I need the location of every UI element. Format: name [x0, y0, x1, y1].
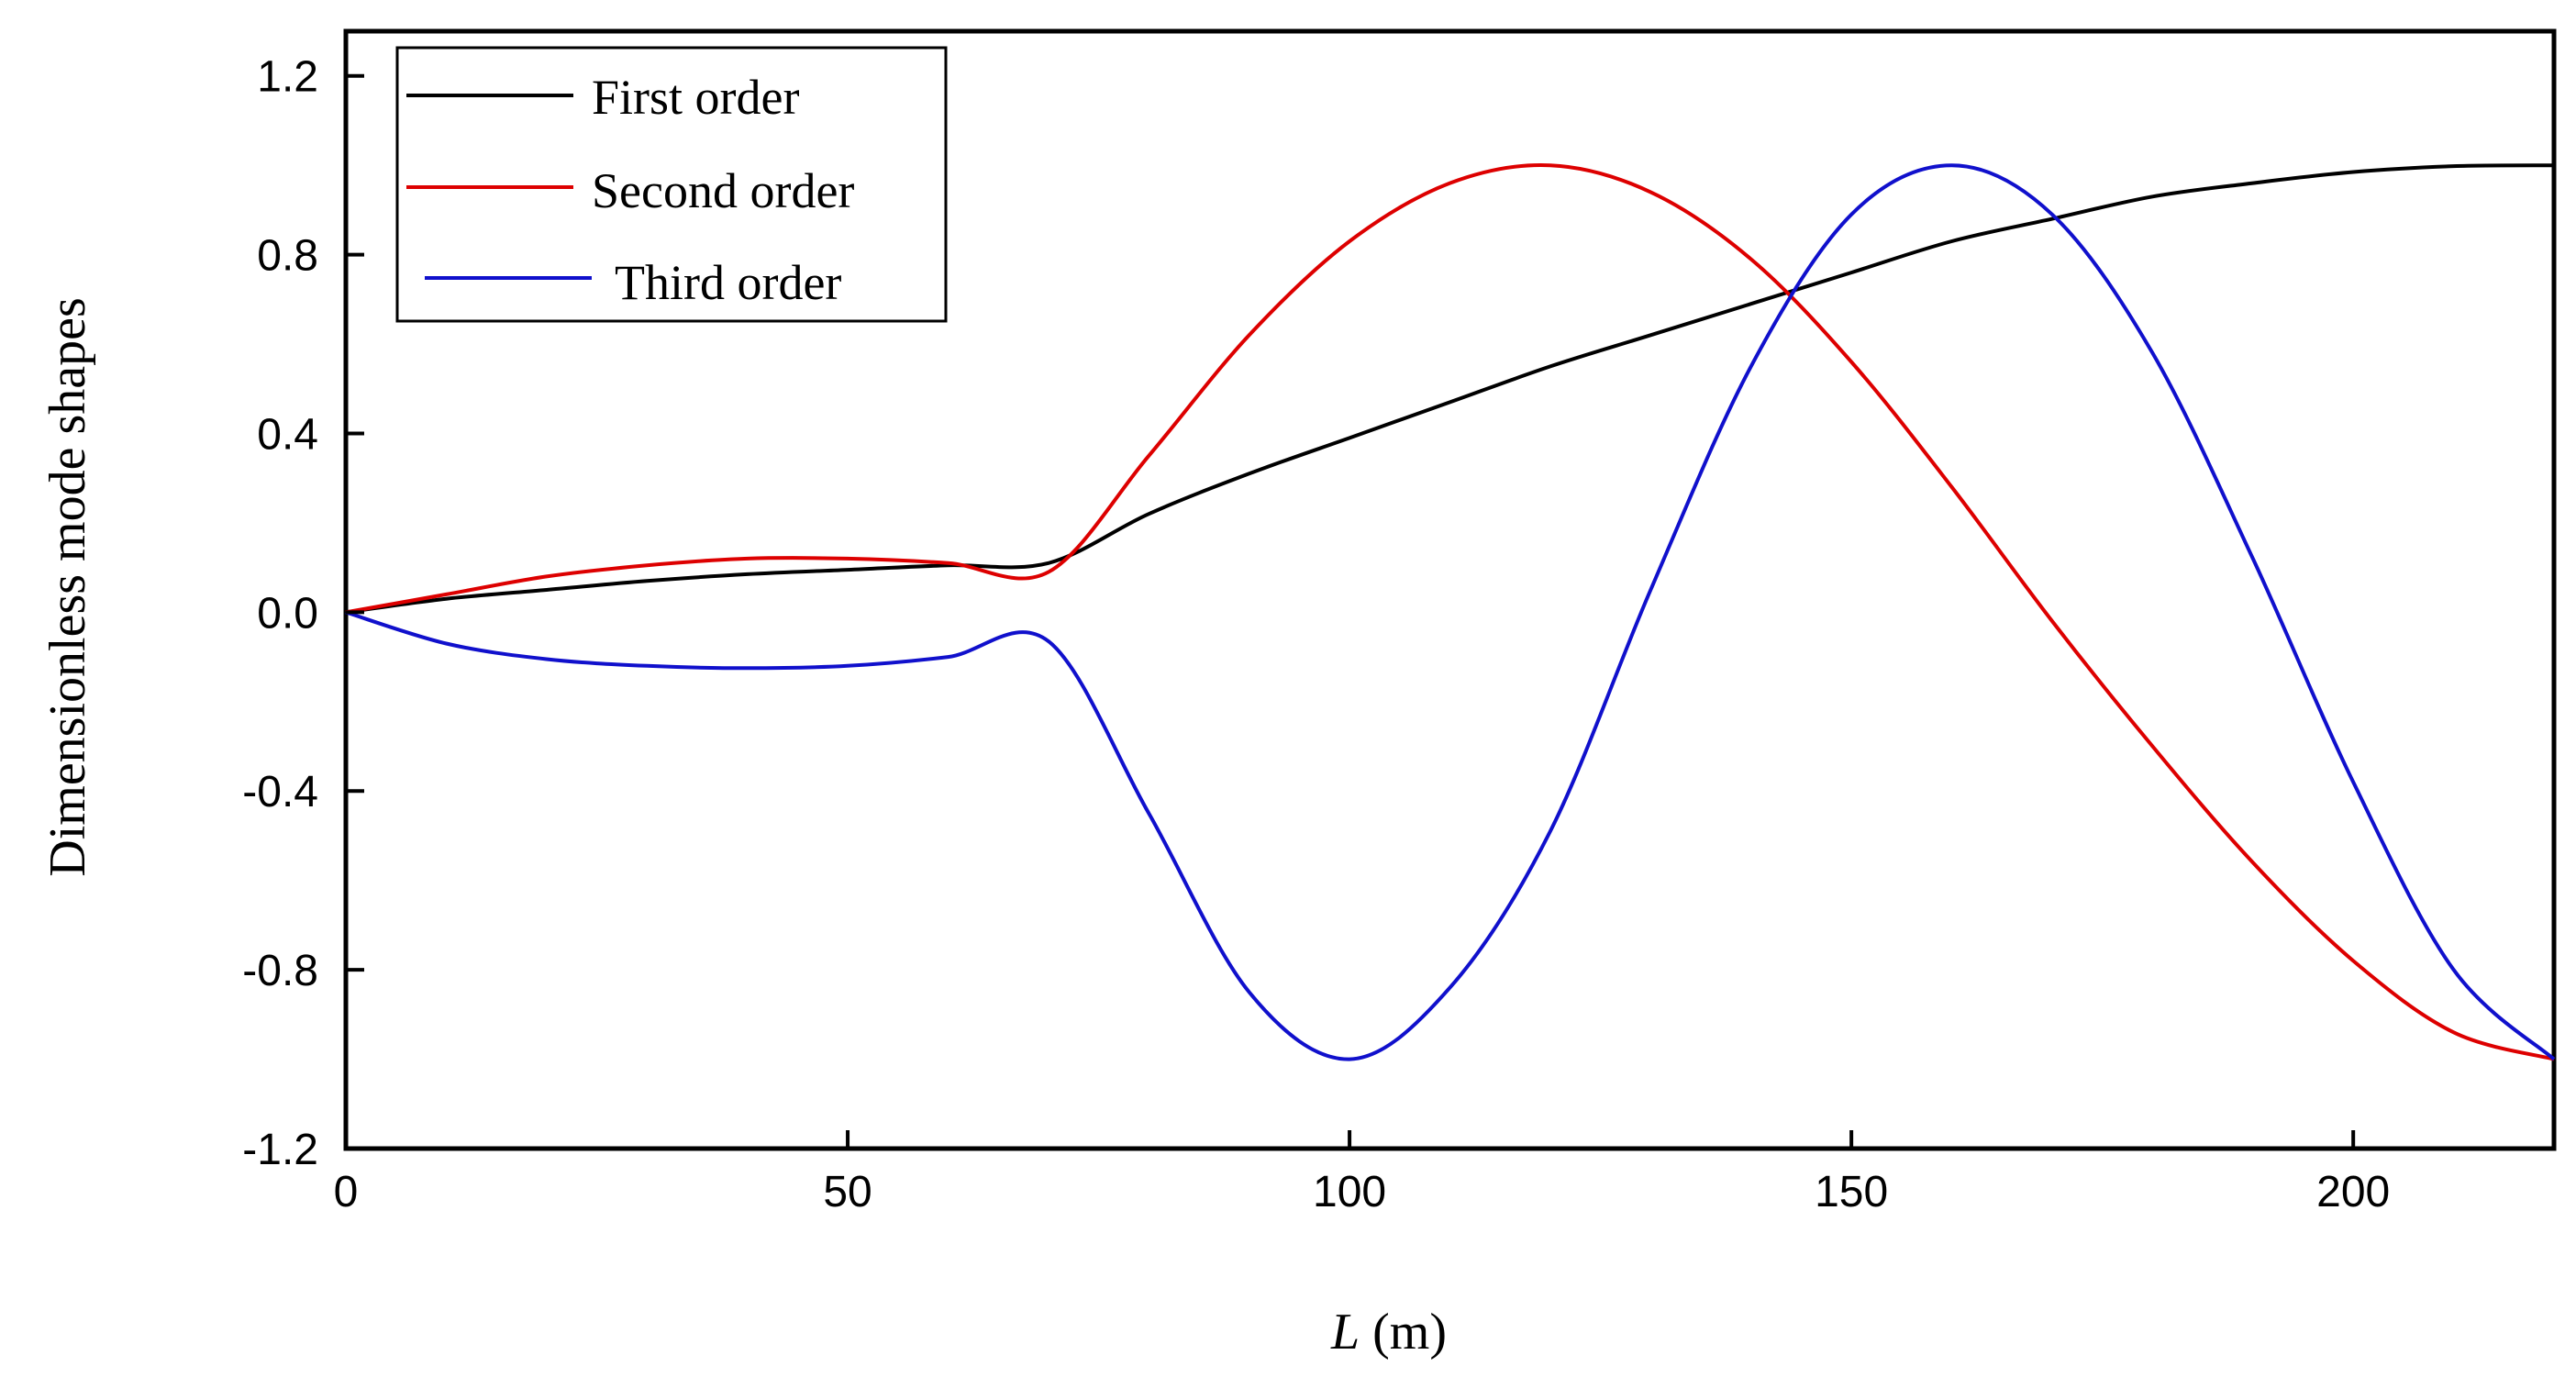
y-tick-label: 0.4 [257, 410, 318, 459]
legend-label-first-order: First order [592, 70, 799, 125]
x-axis-variable: L [1330, 1304, 1360, 1360]
series-line-second-order [345, 162, 2555, 1061]
x-axis-unit: (m) [1360, 1304, 1447, 1360]
y-tick-label: -0.4 [242, 768, 318, 816]
x-axis-ticks: 0 50 100 150 200 [334, 1130, 2390, 1216]
y-axis-title: Dimensionless mode shapes [39, 297, 96, 876]
legend-label-second-order: Second order [592, 163, 854, 218]
y-tick-label: 0.0 [257, 589, 318, 638]
y-tick-label: -0.8 [242, 947, 318, 995]
x-tick-label: 100 [1313, 1168, 1386, 1216]
x-tick-label: 50 [823, 1168, 872, 1216]
legend-box [395, 46, 948, 323]
y-tick-label: 0.8 [257, 232, 318, 281]
y-axis-ticks: -1.2 -0.8 -0.4 0.0 0.4 0.8 1.2 [242, 53, 364, 1174]
series-layer [345, 162, 2556, 1061]
series-line-third-order [345, 163, 2556, 1061]
y-tick-label: -1.2 [242, 1126, 318, 1174]
legend-label-third-order: Third order [615, 255, 841, 310]
y-tick-label: 1.2 [257, 53, 318, 102]
x-tick-label: 150 [1815, 1168, 1888, 1216]
series-line-first-order [345, 163, 2555, 615]
x-tick-label: 0 [334, 1168, 359, 1216]
x-tick-label: 200 [2316, 1168, 2390, 1216]
legend: First order Second order Third order [395, 46, 948, 323]
x-axis-title: L (m) [1330, 1304, 1447, 1360]
